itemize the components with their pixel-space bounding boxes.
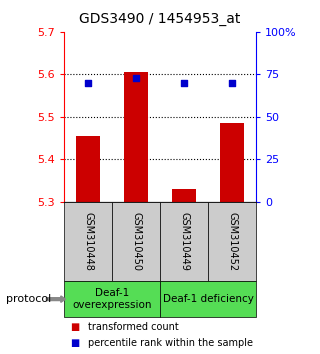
Point <box>181 80 187 86</box>
Text: GSM310452: GSM310452 <box>227 212 237 271</box>
Text: GSM310449: GSM310449 <box>179 212 189 271</box>
Point <box>133 75 139 81</box>
Text: GSM310448: GSM310448 <box>83 212 93 271</box>
Text: protocol: protocol <box>6 294 52 304</box>
Text: GDS3490 / 1454953_at: GDS3490 / 1454953_at <box>79 12 241 27</box>
Point <box>229 80 235 86</box>
Bar <box>172 189 196 202</box>
Bar <box>124 72 148 202</box>
Point <box>85 80 91 86</box>
Text: ■: ■ <box>70 322 80 332</box>
Text: Deaf-1 deficiency: Deaf-1 deficiency <box>163 294 253 304</box>
Bar <box>76 136 100 202</box>
Text: percentile rank within the sample: percentile rank within the sample <box>88 338 253 348</box>
Bar <box>220 123 244 202</box>
Text: transformed count: transformed count <box>88 322 179 332</box>
Text: GSM310450: GSM310450 <box>131 212 141 271</box>
Text: Deaf-1
overexpression: Deaf-1 overexpression <box>72 288 152 310</box>
Text: ■: ■ <box>70 338 80 348</box>
